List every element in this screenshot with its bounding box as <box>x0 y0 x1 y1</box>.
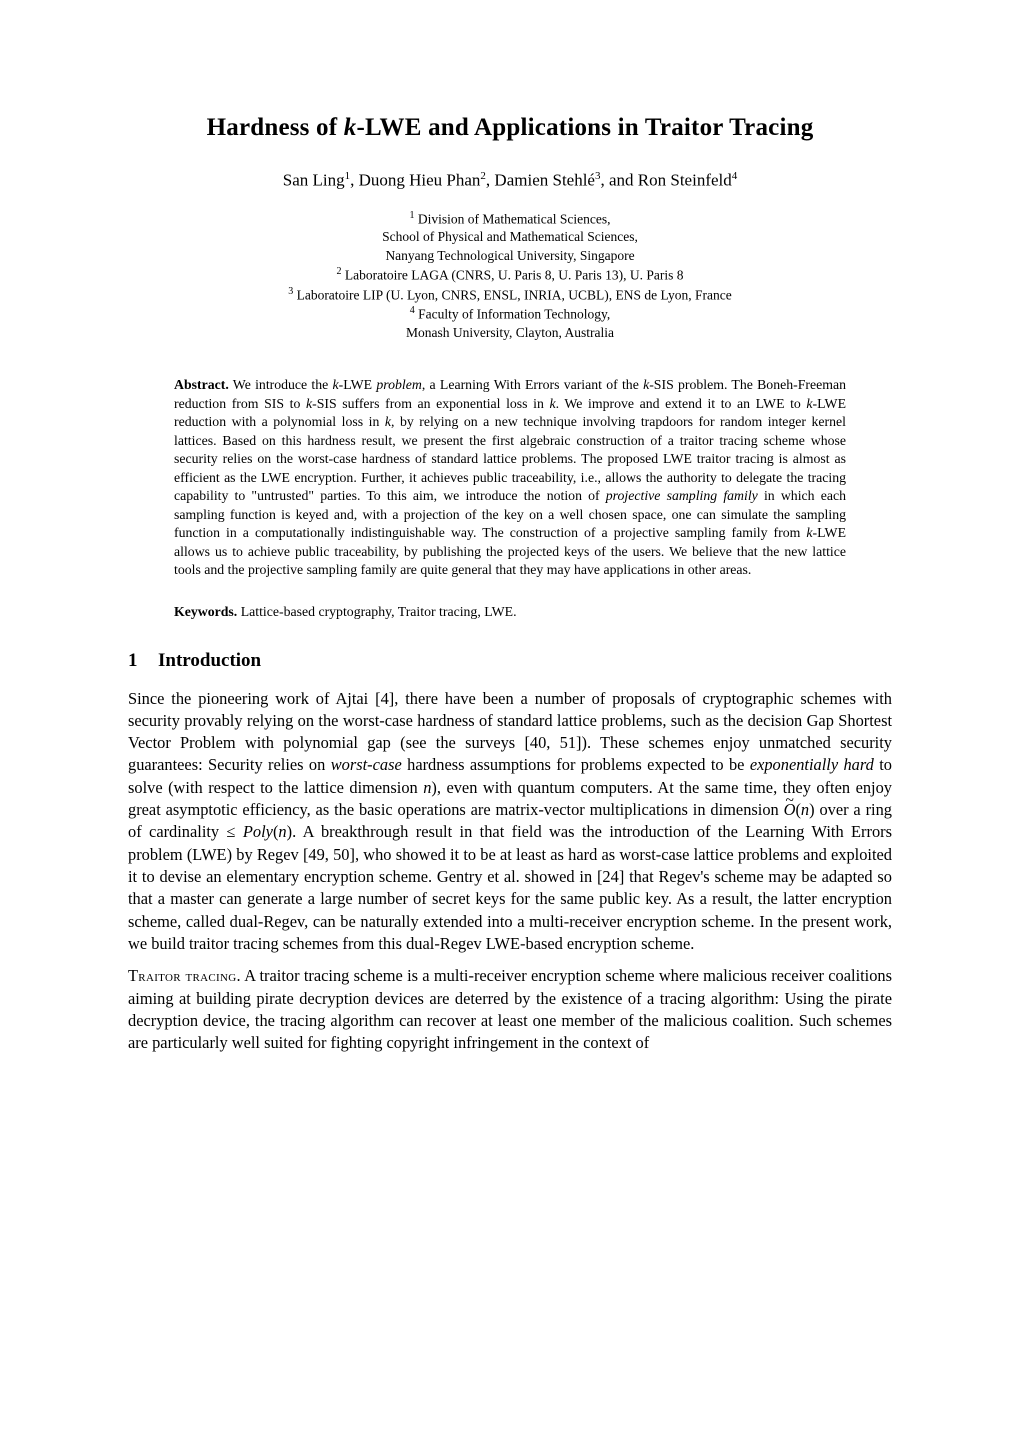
affiliation-line: 1 Division of Mathematical Sciences, <box>128 209 892 229</box>
affiliation-line: School of Physical and Mathematical Scie… <box>128 228 892 246</box>
para2-leadin: Traitor tracing. <box>128 966 241 985</box>
affiliation-line: Monash University, Clayton, Australia <box>128 324 892 342</box>
para2-body: A traitor tracing scheme is a multi-rece… <box>128 966 892 1052</box>
abstract: Abstract. We introduce the k-LWE problem… <box>174 376 846 579</box>
keywords: Keywords. Lattice-based cryptography, Tr… <box>174 604 846 620</box>
affiliation-line: 4 Faculty of Information Technology, <box>128 304 892 324</box>
keywords-text: Lattice-based cryptography, Traitor trac… <box>241 604 517 619</box>
section-heading-intro: 1Introduction <box>128 650 892 672</box>
title-var: k <box>344 114 357 141</box>
abstract-label: Abstract. <box>174 377 229 392</box>
intro-para-2: Traitor tracing. A traitor tracing schem… <box>128 965 892 1054</box>
paper-title: Hardness of k-LWE and Applications in Tr… <box>128 114 892 142</box>
authors-line: San Ling1, Duong Hieu Phan2, Damien Steh… <box>128 170 892 191</box>
keywords-label: Keywords. <box>174 604 237 619</box>
affiliation-line: 2 Laboratoire LAGA (CNRS, U. Paris 8, U.… <box>128 265 892 285</box>
affiliation-line: Nanyang Technological University, Singap… <box>128 247 892 265</box>
title-suffix: -LWE and Applications in Traitor Tracing <box>356 114 813 141</box>
affiliations-block: 1 Division of Mathematical Sciences,Scho… <box>128 209 892 343</box>
affiliation-line: 3 Laboratoire LIP (U. Lyon, CNRS, ENSL, … <box>128 285 892 305</box>
section-number: 1 <box>128 650 158 672</box>
intro-para-1: Since the pioneering work of Ajtai [4], … <box>128 688 892 956</box>
section-title: Introduction <box>158 650 261 671</box>
title-prefix: Hardness of <box>207 114 344 141</box>
abstract-text: We introduce the k-LWE problem, a Learni… <box>174 377 846 577</box>
